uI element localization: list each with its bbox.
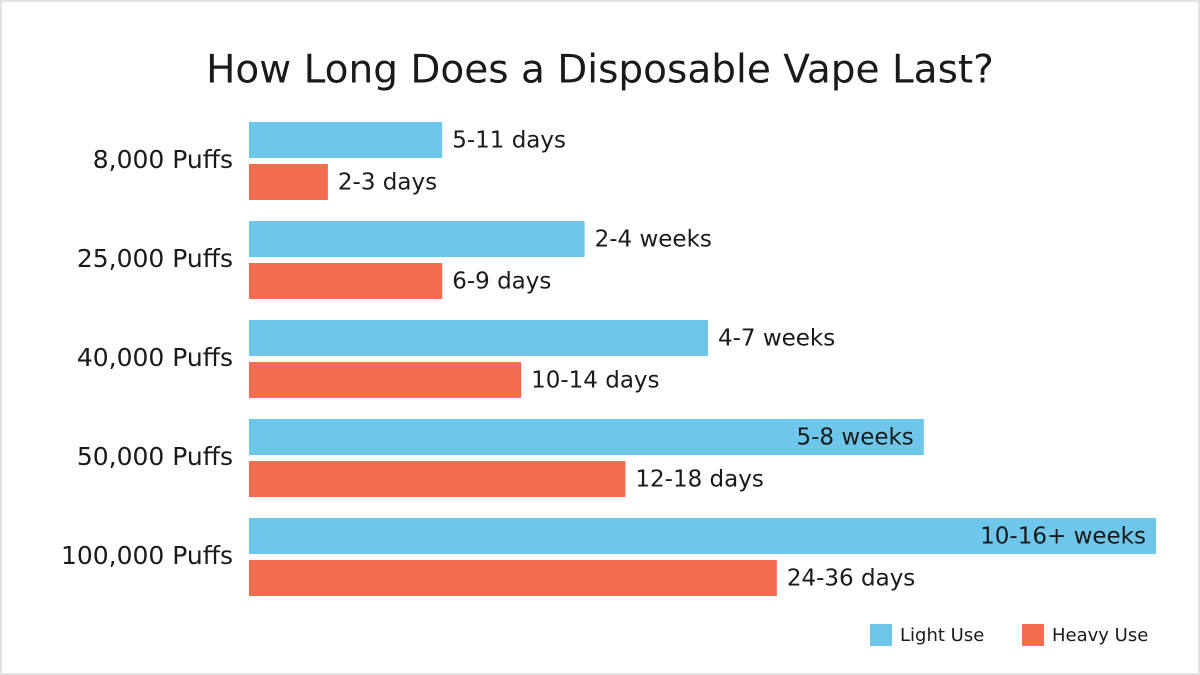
value-label: 4-7 weeks bbox=[718, 326, 835, 352]
value-label: 10-16+ weeks bbox=[980, 524, 1146, 550]
value-label: 10-14 days bbox=[531, 368, 659, 394]
category-label: 50,000 Puffs bbox=[77, 442, 233, 471]
value-label: 24-36 days bbox=[787, 566, 915, 592]
bar bbox=[249, 362, 522, 398]
bar bbox=[249, 263, 443, 299]
chart-title: How Long Does a Disposable Vape Last? bbox=[206, 48, 994, 93]
value-label: 6-9 days bbox=[452, 269, 551, 295]
legend-swatch bbox=[870, 624, 892, 646]
bar bbox=[249, 221, 585, 257]
legend-label: Heavy Use bbox=[1052, 625, 1148, 646]
value-label: 5-8 weeks bbox=[797, 425, 914, 451]
legend-label: Light Use bbox=[900, 625, 984, 646]
bar bbox=[249, 122, 443, 158]
bar bbox=[249, 164, 328, 200]
category-label: 100,000 Puffs bbox=[61, 541, 233, 570]
category-label: 25,000 Puffs bbox=[77, 244, 233, 273]
bar bbox=[249, 320, 708, 356]
bar bbox=[249, 461, 626, 497]
value-label: 12-18 days bbox=[635, 467, 763, 493]
category-label: 40,000 Puffs bbox=[77, 343, 233, 372]
value-label: 5-11 days bbox=[452, 128, 566, 154]
bar bbox=[249, 518, 1156, 554]
value-label: 2-4 weeks bbox=[595, 227, 712, 253]
legend-swatch bbox=[1022, 624, 1044, 646]
category-label: 8,000 Puffs bbox=[93, 145, 233, 174]
bar bbox=[249, 419, 924, 455]
value-label: 2-3 days bbox=[338, 170, 437, 196]
bar bbox=[249, 560, 777, 596]
